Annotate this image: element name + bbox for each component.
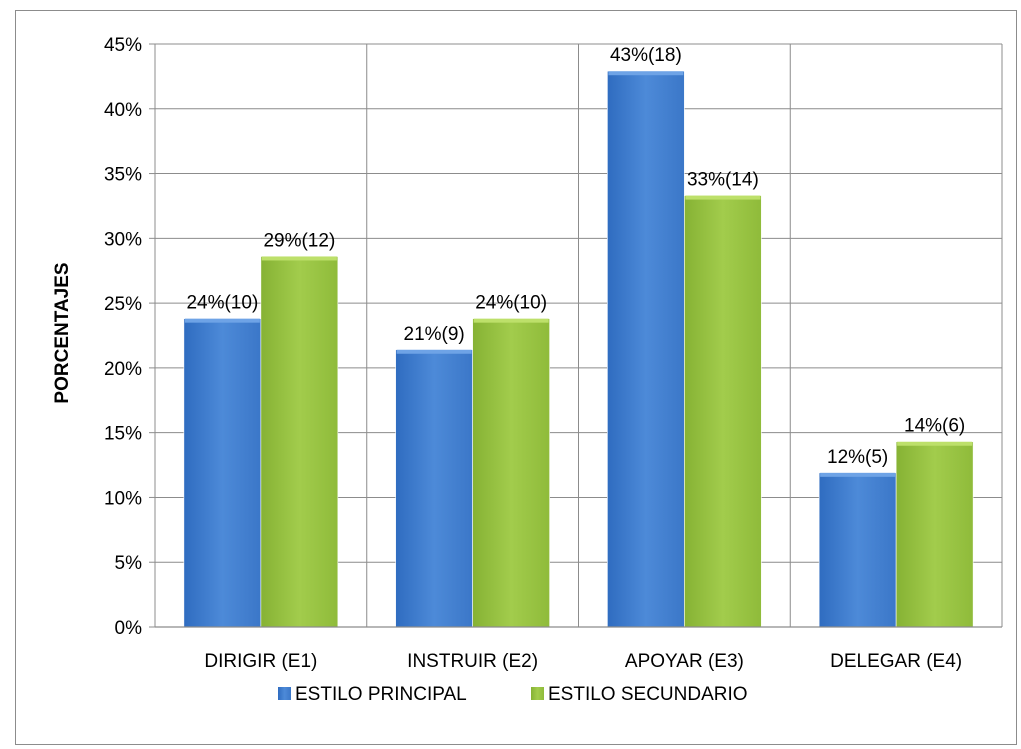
x-tick-label: APOYAR (E3): [625, 651, 744, 672]
bar-estilo-secundario: [895, 441, 974, 628]
bar-top-highlight: [261, 256, 337, 261]
bar-top-highlight: [184, 318, 260, 323]
y-tick-label: 40%: [104, 100, 142, 121]
data-label: 29%(12): [263, 230, 335, 251]
bar-estilo-principal: [395, 349, 473, 628]
y-tick-label: 45%: [104, 35, 142, 56]
y-tick-label: 35%: [104, 165, 142, 186]
data-label: 12%(5): [827, 447, 888, 468]
y-tick-label: 15%: [104, 424, 142, 445]
legend-entry-label: ESTILO SECUNDARIO: [548, 684, 748, 705]
bar-top-highlight: [608, 71, 684, 76]
legend-swatch: [531, 687, 544, 700]
legend: ESTILO PRINCIPAL ESTILO SECUNDARIO: [278, 684, 748, 705]
bar-estilo-principal: [607, 70, 685, 628]
data-label: 24%(10): [475, 293, 547, 314]
axes: 0% 5% 10% 15% 20% 25% 30% 35% 40% 45% DIRIGIR (E1)…: [104, 35, 1002, 672]
bar-top-highlight: [820, 472, 896, 477]
y-axis-label: PORCENTAJES: [52, 262, 73, 403]
bars: [183, 70, 974, 628]
bar-estilo-secundario: [684, 195, 762, 628]
bar-estilo-secundario: [260, 256, 339, 628]
bar-top-highlight: [685, 195, 761, 200]
data-label: 14%(6): [904, 416, 965, 437]
data-label: 33%(14): [687, 170, 759, 191]
data-label: 24%(10): [186, 293, 258, 314]
bar-top-highlight: [396, 349, 472, 354]
bar-estilo-secundario: [472, 318, 550, 628]
legend-swatch: [278, 687, 291, 700]
data-label: 21%(9): [404, 324, 465, 345]
bar-estilo-principal: [183, 318, 262, 628]
bar-estilo-principal: [818, 472, 897, 628]
data-label: 43%(18): [610, 45, 682, 66]
y-tick-label: 5%: [115, 553, 143, 574]
legend-entry-label: ESTILO PRINCIPAL: [295, 684, 467, 705]
bar-top-highlight: [897, 441, 973, 446]
x-tick-label: INSTRUIR (E2): [407, 651, 538, 672]
data-labels: 24%(10) 29%(12) 21%(9) 24%(10) 43%(18) 33%(14…: [186, 45, 965, 468]
bar-top-highlight: [473, 318, 549, 323]
y-tick-label: 10%: [104, 488, 142, 509]
x-tick-label: DELEGAR (E4): [830, 651, 962, 672]
y-tick-label: 30%: [104, 229, 142, 250]
x-tick-label: DIRIGIR (E1): [204, 651, 317, 672]
y-tick-label: 25%: [104, 294, 142, 315]
y-tick-label: 0%: [115, 618, 143, 639]
y-tick-label: 20%: [104, 359, 142, 380]
